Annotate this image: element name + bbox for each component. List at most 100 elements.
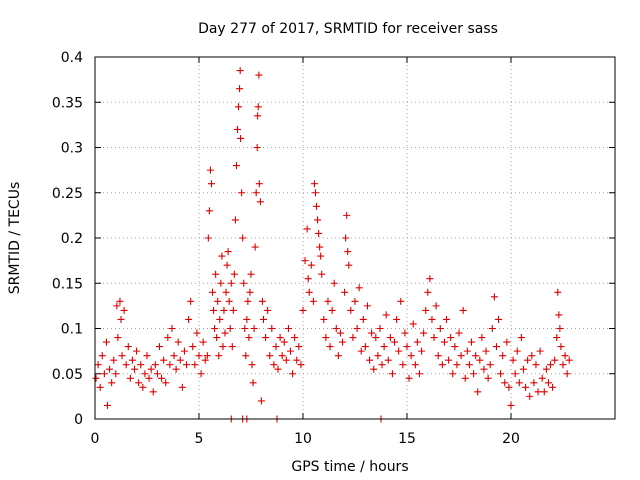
data-point xyxy=(534,388,542,396)
data-point xyxy=(217,279,225,287)
data-point xyxy=(509,356,517,364)
data-point xyxy=(393,315,401,323)
data-point xyxy=(434,352,442,360)
data-point xyxy=(342,234,350,242)
data-point xyxy=(538,374,546,382)
data-point xyxy=(376,325,384,332)
data-point xyxy=(94,361,102,369)
data-point xyxy=(113,302,121,310)
data-point xyxy=(405,374,413,382)
data-point xyxy=(401,329,409,337)
data-point xyxy=(272,343,280,351)
data-point xyxy=(282,356,290,364)
data-point xyxy=(411,361,419,369)
data-point xyxy=(554,288,562,296)
data-point xyxy=(205,207,213,215)
data-point xyxy=(219,343,227,351)
data-point xyxy=(438,361,446,369)
data-point xyxy=(561,352,569,360)
data-point xyxy=(391,338,399,346)
data-point xyxy=(565,356,573,364)
x-tick-label: 0 xyxy=(91,431,100,447)
data-point xyxy=(262,334,270,342)
data-point xyxy=(280,338,288,346)
data-point xyxy=(542,365,550,373)
data-point xyxy=(227,279,235,287)
data-point xyxy=(474,388,482,396)
data-point xyxy=(170,352,178,360)
chart-title: Day 277 of 2017, SRMTID for receiver sas… xyxy=(198,21,498,37)
data-point xyxy=(361,343,369,351)
data-point xyxy=(384,356,392,364)
data-point xyxy=(332,325,340,332)
data-point xyxy=(304,275,312,283)
data-point xyxy=(149,388,157,396)
data-point xyxy=(106,365,114,373)
data-point xyxy=(206,166,214,174)
data-point xyxy=(324,297,332,305)
data-point xyxy=(221,329,229,337)
data-point xyxy=(256,198,264,206)
data-point xyxy=(235,103,243,111)
data-point xyxy=(378,361,386,369)
data-point xyxy=(318,270,326,278)
data-point xyxy=(344,248,352,256)
data-point xyxy=(449,370,457,378)
data-point xyxy=(557,343,565,351)
data-point xyxy=(180,347,188,355)
data-point xyxy=(218,252,226,260)
data-point xyxy=(380,343,388,351)
data-point xyxy=(258,297,266,305)
data-point xyxy=(278,352,286,360)
data-point xyxy=(254,112,262,120)
data-point xyxy=(307,261,315,269)
data-point xyxy=(248,361,256,369)
data-point xyxy=(317,252,325,260)
data-point xyxy=(259,315,267,323)
data-point xyxy=(420,329,428,337)
data-point xyxy=(386,334,394,342)
data-point xyxy=(126,374,134,382)
data-point xyxy=(239,234,247,242)
data-point xyxy=(507,401,515,409)
data-point xyxy=(349,334,357,342)
data-point xyxy=(251,243,259,251)
data-point xyxy=(233,125,241,133)
data-point xyxy=(211,325,219,332)
data-point xyxy=(532,361,540,369)
data-point xyxy=(418,347,426,355)
data-point xyxy=(524,356,532,364)
data-point xyxy=(255,71,263,79)
data-point xyxy=(226,325,234,332)
data-point xyxy=(222,288,230,296)
data-point xyxy=(287,347,295,355)
data-point xyxy=(440,338,448,346)
y-axis-label: SRMTID / TECUs xyxy=(7,182,23,295)
data-point xyxy=(451,343,459,351)
data-point xyxy=(299,306,307,314)
data-point xyxy=(230,270,238,278)
data-point xyxy=(264,306,272,314)
data-point xyxy=(326,343,334,351)
data-point xyxy=(204,234,212,242)
data-point xyxy=(270,361,278,369)
data-point xyxy=(112,370,120,378)
data-point xyxy=(315,229,323,237)
data-point xyxy=(311,189,319,197)
y-tick-label: 0.3 xyxy=(61,141,83,157)
data-point xyxy=(118,352,126,360)
data-point xyxy=(563,370,571,378)
data-point xyxy=(128,356,136,364)
data-point xyxy=(162,379,170,387)
data-point xyxy=(133,347,141,355)
data-point xyxy=(547,361,555,369)
data-point xyxy=(141,370,149,378)
data-point xyxy=(293,356,301,364)
data-point xyxy=(413,338,421,346)
x-tick-label: 20 xyxy=(502,431,520,447)
data-point xyxy=(368,329,376,337)
data-point xyxy=(559,361,567,369)
data-point xyxy=(153,370,161,378)
data-point xyxy=(549,383,557,391)
data-point xyxy=(214,297,222,305)
